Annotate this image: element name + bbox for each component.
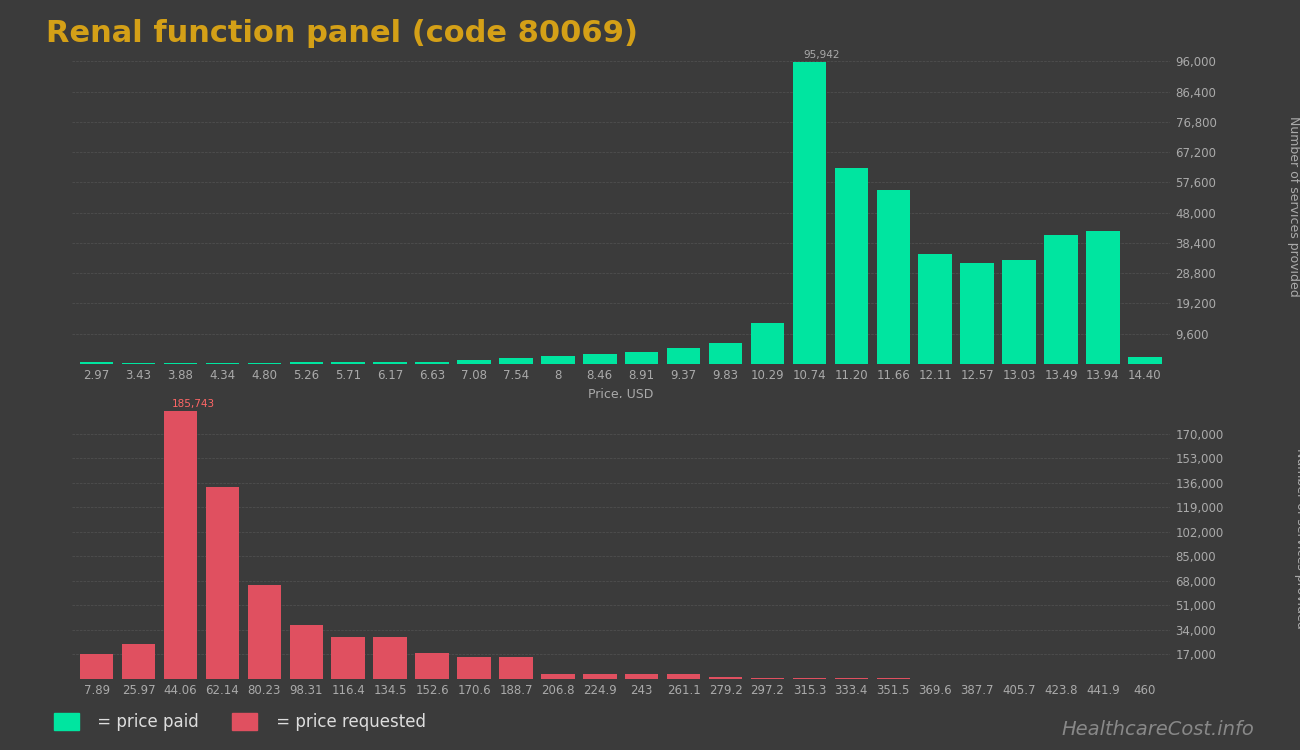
Legend:  = price paid,  = price requested: = price paid, = price requested <box>53 712 425 731</box>
Bar <box>290 362 324 364</box>
Bar <box>164 363 198 364</box>
Bar <box>373 362 407 364</box>
Text: Renal function panel (code 80069): Renal function panel (code 80069) <box>46 19 637 48</box>
Bar <box>247 585 281 679</box>
Bar <box>458 657 491 679</box>
Bar <box>708 677 742 679</box>
Bar <box>961 263 994 364</box>
Bar <box>835 678 868 679</box>
Bar <box>79 654 113 679</box>
Bar <box>918 254 952 364</box>
Bar <box>332 362 365 364</box>
Bar <box>415 362 448 364</box>
Bar <box>625 674 659 679</box>
Bar <box>541 356 575 364</box>
Bar <box>373 637 407 679</box>
Bar <box>332 637 365 679</box>
Bar <box>499 657 533 679</box>
Text: 95,942: 95,942 <box>803 50 840 60</box>
Text: 185,743: 185,743 <box>172 399 214 409</box>
Text: HealthcareCost.info: HealthcareCost.info <box>1062 720 1254 739</box>
Bar <box>79 362 113 364</box>
Bar <box>667 674 701 679</box>
Bar <box>205 487 239 679</box>
Bar <box>835 169 868 364</box>
Bar <box>164 411 198 679</box>
X-axis label: Price, USD: Price, USD <box>588 703 654 715</box>
Bar <box>582 354 616 364</box>
Bar <box>750 322 784 364</box>
Bar <box>876 190 910 364</box>
Bar <box>750 677 784 679</box>
X-axis label: Price, USD: Price, USD <box>588 388 654 400</box>
Y-axis label: Number of services provided: Number of services provided <box>1295 448 1300 628</box>
Bar <box>499 358 533 364</box>
Bar <box>793 62 827 364</box>
Bar <box>582 674 616 679</box>
Bar <box>1128 358 1162 364</box>
Bar <box>122 644 156 679</box>
Y-axis label: Number of services provided: Number of services provided <box>1287 116 1300 297</box>
Bar <box>1044 235 1078 364</box>
Bar <box>541 674 575 679</box>
Bar <box>667 348 701 364</box>
Bar <box>1002 260 1036 364</box>
Bar <box>415 652 448 679</box>
Bar <box>708 344 742 364</box>
Bar <box>458 360 491 364</box>
Bar <box>290 626 324 679</box>
Bar <box>1086 232 1119 364</box>
Bar <box>625 352 659 364</box>
